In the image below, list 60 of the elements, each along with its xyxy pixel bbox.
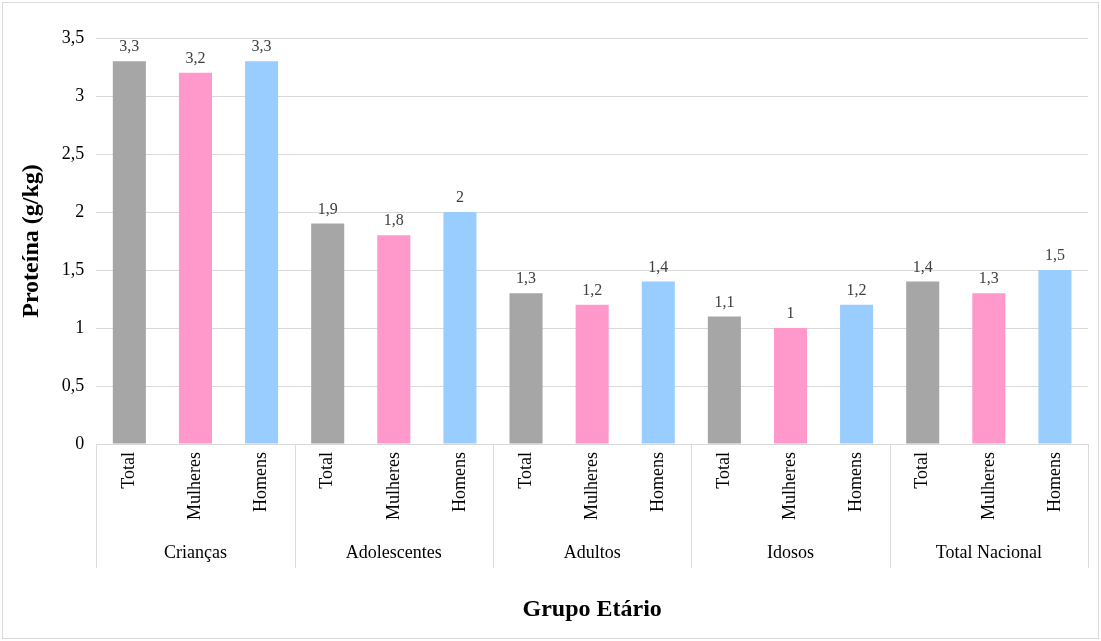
x-tick-label: Total	[911, 452, 932, 489]
bar	[707, 316, 741, 444]
bar	[377, 235, 411, 444]
y-tick-label: 2	[75, 200, 85, 221]
data-label: 1,1	[714, 292, 735, 310]
data-label: 3,2	[185, 49, 206, 66]
data-label: 1,4	[912, 257, 933, 275]
data-label: 1,9	[317, 199, 338, 217]
x-tick-label: Homens	[647, 452, 667, 513]
data-label: 1,5	[1044, 246, 1065, 264]
x-tick-label: Mulheres	[580, 452, 601, 520]
data-label: 1,2	[846, 281, 867, 299]
text: Adultos	[563, 541, 621, 562]
data-label: 2	[455, 188, 464, 206]
bar	[1038, 270, 1072, 444]
data-label: 3,3	[119, 37, 140, 55]
bar	[972, 293, 1006, 444]
y-tick-label: 0,5	[61, 374, 85, 395]
text: Total Nacional	[935, 541, 1042, 562]
text: Idosos	[766, 541, 814, 562]
bar	[509, 293, 543, 444]
data-label: 1,4	[648, 257, 669, 275]
x-tick-label: Homens	[1043, 452, 1064, 513]
data-label: 1,8	[383, 211, 404, 229]
bar	[575, 304, 609, 444]
data-label: 1,3	[516, 269, 537, 287]
bar	[178, 72, 212, 444]
y-axis-title: Proteína (g/kg)	[16, 164, 43, 318]
bar	[311, 223, 345, 444]
bar	[840, 304, 874, 444]
text: Adolescentes	[345, 541, 442, 562]
x-tick-label: Mulheres	[977, 452, 998, 520]
x-tick-label: Mulheres	[382, 452, 403, 520]
data-label: 1,2	[582, 281, 603, 299]
data-label: 3,3	[251, 37, 272, 55]
bar	[112, 61, 146, 444]
x-tick-label: Total	[316, 452, 337, 489]
x-tick-label: Homens	[250, 452, 271, 513]
y-tick-label: 0	[75, 432, 85, 453]
x-tick-label: Total	[118, 452, 139, 489]
x-tick-label: Homens	[448, 452, 469, 513]
bar	[773, 328, 808, 444]
bar	[443, 212, 477, 444]
y-tick-label: 1	[75, 316, 85, 337]
x-tick-label: Mulheres	[779, 452, 800, 520]
data-label: 1	[786, 304, 795, 322]
x-tick-label: Total	[713, 452, 734, 489]
y-tick-label: 3	[75, 84, 85, 105]
bar	[906, 281, 940, 444]
x-axis-title: Grupo Etário	[522, 595, 662, 622]
bar	[245, 61, 279, 444]
y-tick-label: 3,5	[61, 26, 85, 47]
y-tick-label: 2,5	[61, 142, 85, 163]
x-tick-label: Homens	[845, 452, 866, 513]
bar	[641, 281, 675, 444]
x-tick-label: Total	[514, 452, 535, 489]
text: Crianças	[163, 541, 227, 562]
x-tick-label: Mulheres	[184, 452, 205, 520]
data-label: 1,3	[978, 269, 999, 287]
y-tick-label: 1,5	[61, 258, 85, 279]
